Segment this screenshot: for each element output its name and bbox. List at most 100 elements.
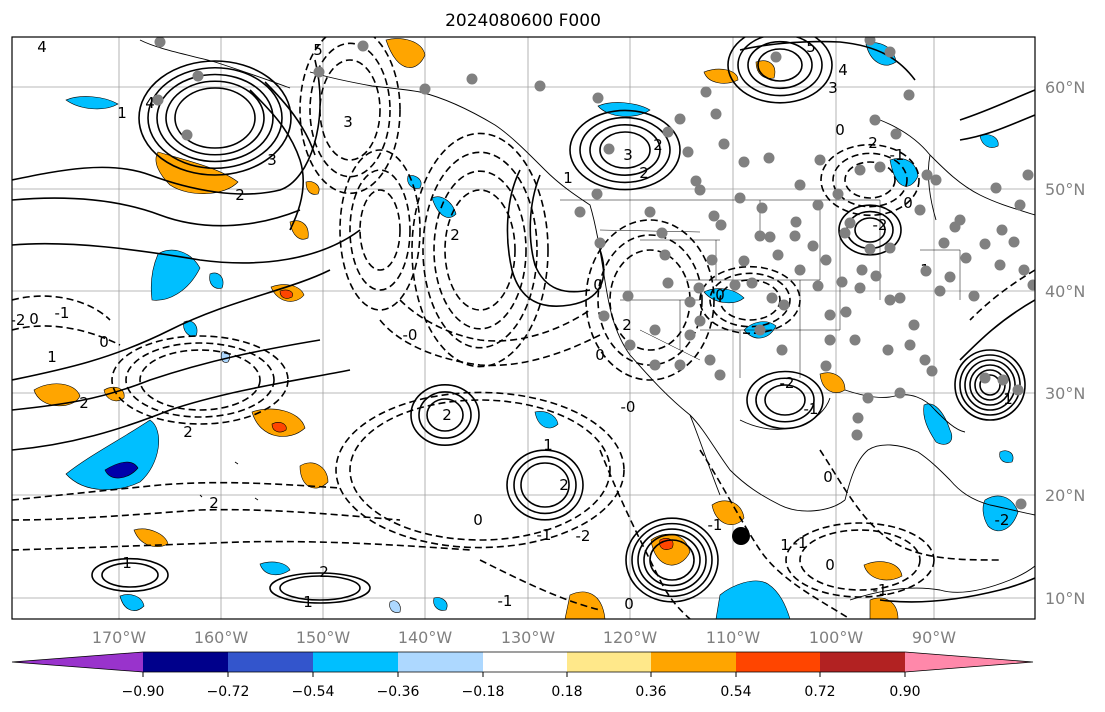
station-dot [591,188,603,200]
station-dot [820,360,832,372]
anomaly-patch [209,272,224,289]
contour-line [12,540,471,551]
contour-line [411,132,549,368]
longitude-label: 170°W [92,628,147,647]
station-dot [832,188,844,200]
contour-line [12,59,321,195]
contour-line [349,399,611,541]
contour-label: 3 [343,113,353,131]
station-dot [884,294,896,306]
station-dot [807,240,819,252]
station-dot [419,83,431,95]
station-dot [754,324,766,336]
contour-line [12,197,301,227]
station-dot [644,206,656,218]
contour-label: 2 [653,136,663,154]
contour-line [12,229,361,264]
contour-line [12,508,401,521]
contour-line [264,81,316,156]
anomaly-patch [259,561,291,576]
contour-line [737,37,823,97]
contour-label: 2 [319,563,329,581]
station-dot [357,40,369,52]
colorbar-segment [228,652,313,672]
contour-line [349,169,411,291]
station-dot [869,114,881,126]
station-dot [926,365,938,377]
station-dot [714,369,726,381]
anomaly-patch [715,580,791,619]
station-dot [884,46,896,58]
contour-line [379,319,601,367]
station-dot [764,231,776,243]
anomaly-patch [979,134,999,148]
contour-line [649,539,695,581]
storm-center-marker [732,527,750,545]
contour-line [529,174,591,293]
contour-line [309,42,391,178]
station-dot [192,70,204,82]
contour-line [12,295,111,321]
station-dot [592,92,604,104]
contour-line [746,370,824,430]
contour-line [699,265,801,335]
coastline-segment [844,444,1035,516]
contour-label: -2 [780,374,795,392]
colorbar-segments [11,651,1034,673]
station-dot [684,296,696,308]
station-dot [313,66,325,78]
station-dot [919,354,931,366]
contour-label: 0 [715,286,725,304]
colorbar-tick-label: 0.54 [720,684,751,700]
contour-line [785,522,935,598]
contour-line [727,37,833,104]
contour-label: 0 [903,194,913,212]
contour-line [799,529,921,591]
contour-line [764,384,806,416]
station-dots [152,37,1035,510]
station-dot [938,237,950,249]
contour-label: 5 [806,38,816,56]
station-dot [466,73,478,85]
station-dot [574,206,586,218]
anomaly-patch [431,196,457,218]
station-dot [839,227,851,239]
station-dot [754,230,766,242]
station-dot [979,238,991,250]
contour-line [739,40,916,81]
longitude-label: 140°W [398,628,453,647]
contour-line [954,349,1026,421]
contour-line [969,364,1011,406]
station-dot [624,339,636,351]
anomaly-patch [33,383,81,407]
colorbar-segment [736,652,820,672]
station-dot [862,392,874,404]
station-dot [649,359,661,371]
station-dot [864,243,876,255]
colorbar-tick-label: 0.18 [551,684,582,700]
contour-label: 1 [563,169,573,187]
station-dot [820,254,832,266]
contour-line [959,114,1035,141]
colorbar-arrow-low [12,652,143,672]
station-dot [763,152,775,164]
station-dot [649,324,661,336]
contour-label: -1 [804,400,819,418]
station-dot [659,249,671,261]
station-dot [944,271,956,283]
contour-label: 4 [838,61,848,79]
station-dot [706,254,718,266]
anomaly-patch [289,220,309,240]
anomaly-patch [279,289,293,299]
contour-line [637,528,707,592]
contour-line [959,89,1035,121]
colorbar: −0.90 −0.72 −0.54 −0.36 −0.18 0.18 0.36 0.54 0.7… [11,651,1034,700]
station-dot [715,219,727,231]
anomaly-patch [385,38,426,68]
longitude-label: 90°W [912,628,956,647]
station-dot [152,94,164,106]
contour-label: 1 [122,554,132,572]
contour-line [139,349,261,411]
